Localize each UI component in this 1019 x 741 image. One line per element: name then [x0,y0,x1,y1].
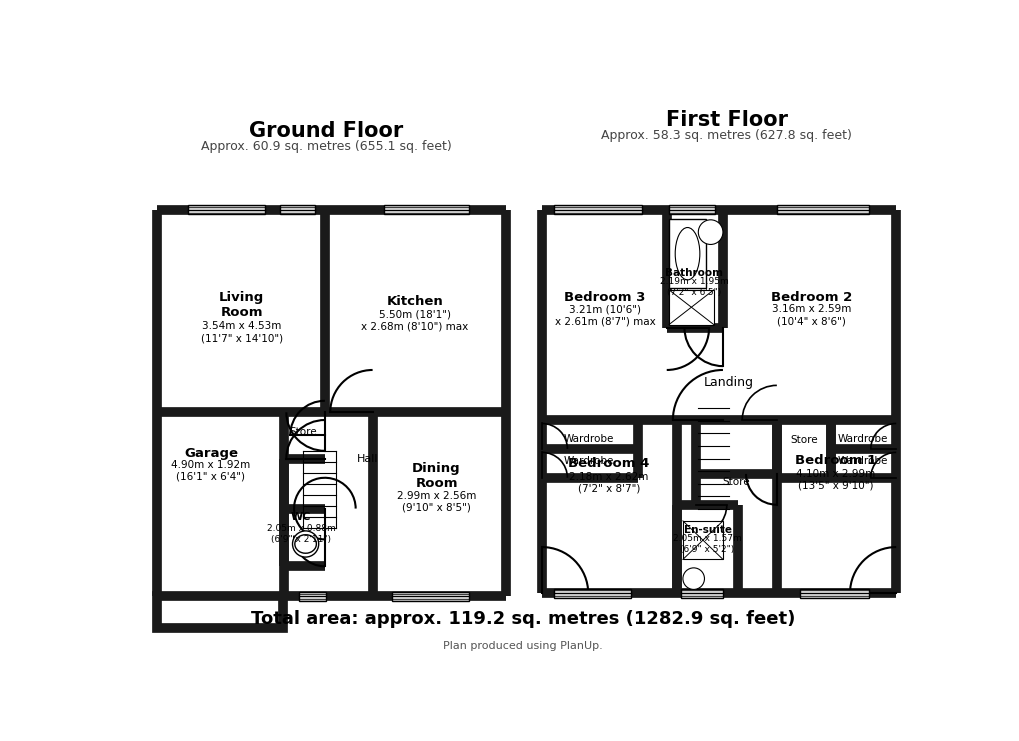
Bar [280,205,315,214]
Text: Store: Store [289,427,317,436]
Text: Living
Room: Living Room [219,291,264,319]
Text: 2.05m x 1.57m
(6'9" x 5'2"): 2.05m x 1.57m (6'9" x 5'2") [673,534,741,554]
Circle shape [698,220,722,245]
Bar [776,205,868,214]
Text: Hall: Hall [356,454,378,465]
Bar [384,205,469,214]
Circle shape [683,568,704,589]
Text: Approx. 60.9 sq. metres (655.1 sq. feet): Approx. 60.9 sq. metres (655.1 sq. feet) [201,140,451,153]
Bar [553,205,642,214]
Bar [799,588,868,598]
Text: En-suite: En-suite [683,525,731,535]
Text: 3.54m x 4.53m
(11'7" x 14'10"): 3.54m x 4.53m (11'7" x 14'10") [201,322,282,343]
Text: Plan produced using PlanUp.: Plan produced using PlanUp. [442,641,602,651]
Text: 4.90m x 1.92m
(16'1" x 6'4"): 4.90m x 1.92m (16'1" x 6'4") [171,460,251,482]
Bar [668,205,714,214]
Bar [391,592,469,601]
Text: First Floor: First Floor [665,110,787,130]
Text: 2.18m x 2.62m
(7'2" x 8'7"): 2.18m x 2.62m (7'2" x 8'7") [569,471,648,494]
Text: Wardrobe: Wardrobe [564,456,613,466]
Bar [553,588,630,598]
Bar [187,205,265,214]
Text: Store: Store [789,435,817,445]
Bar [668,290,713,325]
Text: Garage: Garage [183,447,237,459]
Text: 4.10m x 2.99m
(13'5" x 9'10"): 4.10m x 2.99m (13'5" x 9'10") [795,469,874,491]
Text: Bedroom 4: Bedroom 4 [568,456,649,470]
Text: WC: WC [290,512,311,522]
Bar [683,521,722,559]
Bar [680,588,722,598]
Text: 2.19m x 1.95m
(7'2" x 6'5"): 2.19m x 1.95m (7'2" x 6'5") [659,277,729,296]
Text: Dining
Room: Dining Room [412,462,461,491]
Text: 5.50m (18'1")
x 2.68m (8'10") max: 5.50m (18'1") x 2.68m (8'10") max [361,310,468,331]
Bar [157,597,282,628]
Text: Wardrobe: Wardrobe [837,433,888,444]
Text: Kitchen: Kitchen [386,295,443,308]
Text: Wardrobe: Wardrobe [564,433,613,444]
Circle shape [292,531,318,557]
Text: Ground Floor: Ground Floor [249,122,404,142]
Bar [668,219,705,288]
Ellipse shape [675,227,699,280]
Text: Bedroom 1: Bedroom 1 [794,454,875,468]
Text: Bathroom: Bathroom [664,268,722,278]
Text: 3.21m (10'6")
x 2.61m (8'7") max: 3.21m (10'6") x 2.61m (8'7") max [554,305,655,326]
Text: Wardrobe: Wardrobe [837,456,888,466]
Text: Bedroom 3: Bedroom 3 [564,291,645,304]
Text: 3.16m x 2.59m
(10'4" x 8'6"): 3.16m x 2.59m (10'4" x 8'6") [771,305,850,326]
Text: Approx. 58.3 sq. metres (627.8 sq. feet): Approx. 58.3 sq. metres (627.8 sq. feet) [601,130,852,142]
Text: 2.05m x 0.88m
(6'9" x 2'11"): 2.05m x 0.88m (6'9" x 2'11") [266,525,335,544]
Text: Store: Store [721,477,749,488]
Text: 2.99m x 2.56m
(9'10" x 8'5"): 2.99m x 2.56m (9'10" x 8'5") [396,491,476,513]
Text: Bedroom 2: Bedroom 2 [770,291,851,304]
Text: Total area: approx. 119.2 sq. metres (1282.9 sq. feet): Total area: approx. 119.2 sq. metres (12… [251,611,794,628]
Bar [300,592,326,601]
Text: Landing: Landing [703,376,753,389]
